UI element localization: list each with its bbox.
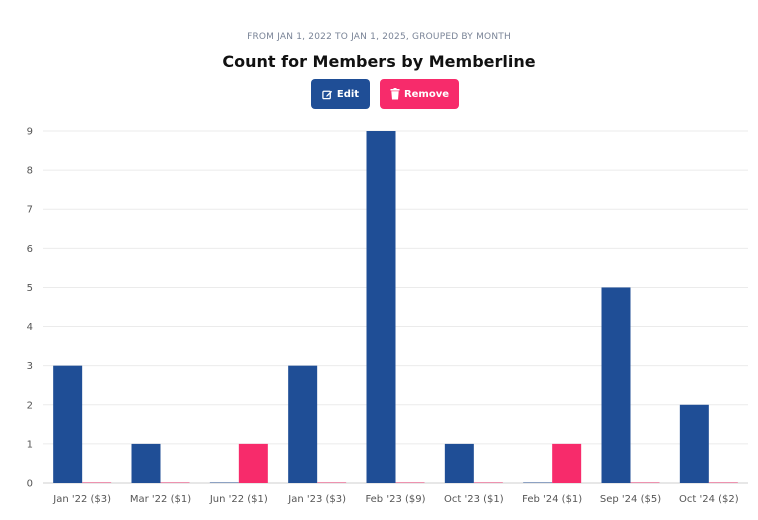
x-tick-label: Feb '23 ($9) xyxy=(365,494,425,505)
x-tick-label: Oct '24 ($2) xyxy=(679,494,739,505)
y-tick-label: 7 xyxy=(27,205,33,216)
y-tick-label: 1 xyxy=(27,439,33,450)
bar-zero xyxy=(210,482,239,483)
bar xyxy=(367,131,396,483)
y-tick-label: 2 xyxy=(27,400,33,411)
bar-zero xyxy=(396,482,425,483)
bar xyxy=(680,405,709,483)
bar xyxy=(445,444,474,483)
y-tick-label: 8 xyxy=(27,166,33,177)
bar xyxy=(552,444,581,483)
bar-zero xyxy=(709,482,738,483)
x-tick-label: Feb '24 ($1) xyxy=(522,494,582,505)
bar-zero xyxy=(474,482,503,483)
bar xyxy=(288,366,317,483)
bar xyxy=(239,444,268,483)
x-tick-label: Jan '22 ($3) xyxy=(52,494,111,505)
y-tick-label: 0 xyxy=(27,479,33,490)
x-tick-label: Oct '23 ($1) xyxy=(444,494,504,505)
y-tick-label: 9 xyxy=(27,127,33,138)
x-tick-label: Jun '22 ($1) xyxy=(209,494,268,505)
bar-zero xyxy=(317,482,346,483)
y-tick-label: 5 xyxy=(27,283,33,294)
bar-zero xyxy=(161,482,190,483)
bar-zero xyxy=(82,482,111,483)
bar-zero xyxy=(631,482,660,483)
x-tick-label: Mar '22 ($1) xyxy=(130,494,191,505)
bar xyxy=(602,287,631,483)
bar-zero xyxy=(523,482,552,483)
y-tick-label: 3 xyxy=(27,361,33,372)
y-tick-label: 6 xyxy=(27,244,33,255)
bar xyxy=(132,444,161,483)
y-tick-label: 4 xyxy=(27,322,33,333)
x-tick-label: Sep '24 ($5) xyxy=(600,494,661,505)
bar xyxy=(53,366,82,483)
x-tick-label: Jan '23 ($3) xyxy=(287,494,346,505)
